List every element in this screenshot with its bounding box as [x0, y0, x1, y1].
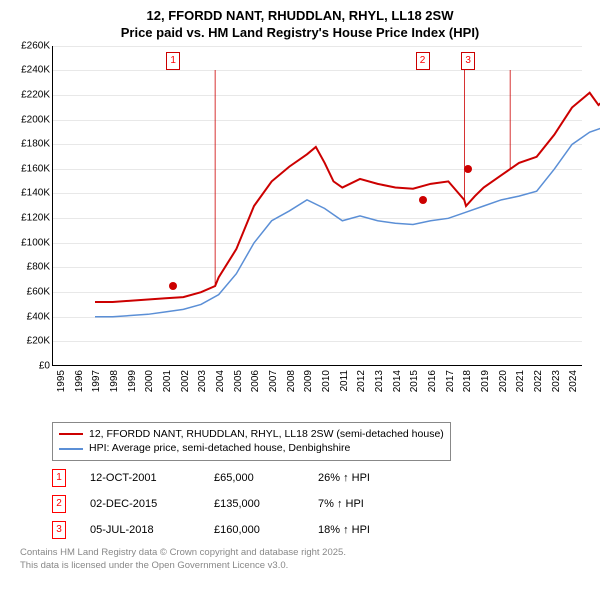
- y-tick-label: £240K: [10, 65, 50, 76]
- event-price: £65,000: [214, 472, 294, 484]
- y-tick-label: £140K: [10, 188, 50, 199]
- event-number-box: 2: [52, 495, 66, 513]
- sale-marker-dot: [464, 165, 472, 173]
- title-line-2: Price paid vs. HM Land Registry's House …: [121, 25, 480, 40]
- y-tick-label: £220K: [10, 90, 50, 101]
- chart-area: £0 £20K £40K £60K £80K £100K £120K £140K £160K £1…: [10, 46, 590, 416]
- y-tick-label: £120K: [10, 213, 50, 224]
- event-date: 02-DEC-2015: [90, 498, 190, 510]
- event-number-box: 1: [52, 469, 66, 487]
- y-tick-label: £40K: [10, 311, 50, 322]
- event-number-box: 3: [52, 521, 66, 539]
- footer-line-1: Contains HM Land Registry data © Crown c…: [20, 547, 346, 558]
- event-price: £135,000: [214, 498, 294, 510]
- legend-swatch: [59, 433, 83, 435]
- legend: 12, FFORDD NANT, RHUDDLAN, RHYL, LL18 2S…: [52, 422, 451, 461]
- event-hpi: 7% ↑ HPI: [318, 498, 364, 510]
- legend-label: HPI: Average price, semi-detached house,…: [89, 441, 350, 456]
- chart-container: 12, FFORDD NANT, RHUDDLAN, RHYL, LL18 2S…: [0, 0, 600, 590]
- y-tick-label: £260K: [10, 40, 50, 51]
- title-line-1: 12, FFORDD NANT, RHUDDLAN, RHYL, LL18 2S…: [147, 8, 454, 23]
- x-tick-label: 2024: [568, 370, 600, 392]
- y-tick-label: £100K: [10, 237, 50, 248]
- event-hpi: 18% ↑ HPI: [318, 524, 370, 536]
- y-tick-label: £160K: [10, 163, 50, 174]
- sale-marker-dot: [169, 282, 177, 290]
- sale-marker-label: 2: [416, 52, 430, 70]
- y-tick-label: £0: [10, 360, 50, 371]
- series-price_paid: [95, 90, 600, 302]
- y-tick-label: £60K: [10, 286, 50, 297]
- footer-line-2: This data is licensed under the Open Gov…: [20, 560, 288, 571]
- event-row: 1 12-OCT-2001 £65,000 26% ↑ HPI: [52, 469, 590, 487]
- sale-marker-label: 3: [461, 52, 475, 70]
- event-price: £160,000: [214, 524, 294, 536]
- y-tick-label: £80K: [10, 262, 50, 273]
- sale-marker-label: 1: [166, 52, 180, 70]
- chart-lines: [95, 46, 600, 366]
- event-date: 12-OCT-2001: [90, 472, 190, 484]
- event-hpi: 26% ↑ HPI: [318, 472, 370, 484]
- legend-swatch: [59, 448, 83, 450]
- y-tick-label: £180K: [10, 139, 50, 150]
- sale-events: 1 12-OCT-2001 £65,000 26% ↑ HPI 2 02-DEC-2015…: [52, 469, 590, 539]
- plot-area: [52, 46, 582, 366]
- chart-title: 12, FFORDD NANT, RHUDDLAN, RHYL, LL18 2S…: [10, 8, 590, 42]
- footer-attribution: Contains HM Land Registry data © Crown c…: [20, 547, 590, 572]
- sale-marker-dot: [419, 196, 427, 204]
- legend-row: 12, FFORDD NANT, RHUDDLAN, RHYL, LL18 2S…: [59, 427, 444, 442]
- event-date: 05-JUL-2018: [90, 524, 190, 536]
- event-row: 3 05-JUL-2018 £160,000 18% ↑ HPI: [52, 521, 590, 539]
- legend-label: 12, FFORDD NANT, RHUDDLAN, RHYL, LL18 2S…: [89, 427, 444, 442]
- legend-row: HPI: Average price, semi-detached house,…: [59, 441, 444, 456]
- y-tick-label: £200K: [10, 114, 50, 125]
- y-tick-label: £20K: [10, 336, 50, 347]
- event-row: 2 02-DEC-2015 £135,000 7% ↑ HPI: [52, 495, 590, 513]
